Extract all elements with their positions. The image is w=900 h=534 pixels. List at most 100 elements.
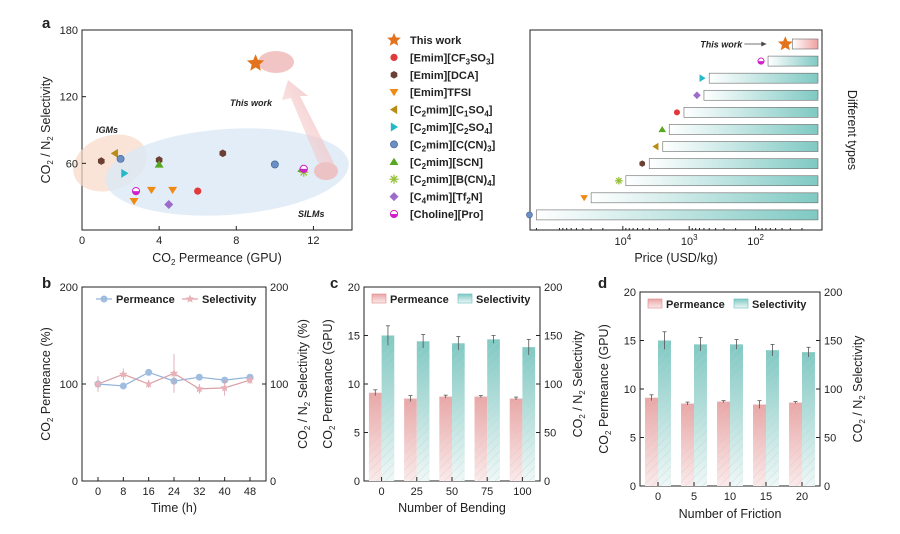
legend-permeance-label: Permeance bbox=[390, 294, 449, 306]
legend-permeance-label: Permeance bbox=[116, 294, 175, 306]
selectivity-bar-hatch bbox=[730, 344, 743, 486]
right-tick-label: 0 bbox=[270, 476, 276, 488]
bending-x-axis-title: Number of Bending bbox=[398, 501, 506, 515]
scatter-point bbox=[155, 156, 163, 164]
friction-left-axis-title: CO2 Permeance (GPU) bbox=[597, 324, 613, 453]
left-tick-label: 5 bbox=[630, 433, 636, 445]
permeance-bar-hatch bbox=[509, 398, 523, 481]
x-tick-label: 4 bbox=[156, 235, 162, 247]
x-tick-label: 10 bbox=[724, 491, 736, 503]
scatter-point bbox=[121, 168, 129, 178]
x-tick-label: 0 bbox=[379, 486, 385, 498]
selectivity-point bbox=[93, 379, 103, 388]
left-tick-label: 10 bbox=[624, 384, 636, 396]
price-marker bbox=[580, 195, 588, 202]
price-bar bbox=[590, 192, 819, 204]
price-marker bbox=[757, 57, 765, 65]
legend-permeance-swatch bbox=[371, 293, 387, 304]
scatter-point bbox=[270, 160, 279, 169]
price-x-axis-title: Price (USD/kg) bbox=[634, 251, 717, 265]
x-tick-label: 24 bbox=[168, 486, 180, 498]
price-bar bbox=[708, 72, 819, 84]
x-tick-label: 0 bbox=[79, 235, 85, 247]
permeance-bar-hatch bbox=[753, 404, 766, 486]
selectivity-bar-hatch bbox=[381, 335, 395, 481]
y-tick-label: 60 bbox=[66, 158, 78, 170]
x-tick-label: 100 bbox=[513, 486, 531, 498]
this-work-annotation: This work bbox=[230, 98, 273, 108]
selectivity-bar-hatch bbox=[487, 339, 500, 481]
scatter-point bbox=[129, 197, 139, 206]
left-tick-label: 15 bbox=[348, 331, 360, 343]
price-bar bbox=[662, 141, 819, 152]
scatter-x-axis-title: CO2 Permeance (GPU) bbox=[152, 251, 281, 267]
price-bar bbox=[792, 38, 819, 50]
legend-permeance-swatch bbox=[647, 298, 663, 309]
scatter-point bbox=[110, 148, 118, 158]
x-tick-label: 8 bbox=[120, 486, 126, 498]
legend-selectivity-label: Selectivity bbox=[476, 294, 531, 306]
scatter-point bbox=[97, 157, 105, 165]
price-marker bbox=[658, 126, 667, 133]
left-tick-label: 15 bbox=[624, 336, 636, 348]
right-tick-label: 200 bbox=[824, 287, 842, 299]
scatter-point bbox=[299, 164, 308, 173]
selectivity-bar-hatch bbox=[416, 341, 430, 481]
price-tick-label: 102 bbox=[747, 233, 764, 248]
right-tick-label: 100 bbox=[824, 384, 842, 396]
left-tick-label: 100 bbox=[60, 379, 78, 391]
legend-marker bbox=[389, 157, 399, 165]
permeance-point bbox=[145, 368, 153, 376]
panel-label-c: c bbox=[330, 275, 338, 292]
scatter-point bbox=[219, 149, 227, 158]
panel-label-d: d bbox=[598, 275, 607, 292]
igm-annotation: IGMs bbox=[96, 125, 118, 135]
left-tick-label: 0 bbox=[630, 481, 636, 493]
panel-label-a: a bbox=[42, 15, 51, 32]
x-tick-label: 8 bbox=[233, 235, 239, 247]
left-tick-label: 20 bbox=[348, 282, 360, 294]
legend-label: This work bbox=[410, 35, 462, 47]
legend-selectivity-marker bbox=[185, 294, 195, 303]
right-tick-label: 50 bbox=[544, 428, 556, 440]
legend-marker bbox=[389, 192, 399, 202]
price-marker bbox=[615, 176, 623, 185]
silm-region bbox=[105, 128, 349, 216]
permeance-bar-hatch bbox=[368, 392, 382, 481]
x-tick-label: 15 bbox=[760, 491, 772, 503]
x-tick-label: 40 bbox=[219, 486, 231, 498]
this-work-pointer-head bbox=[761, 41, 767, 47]
price-bar bbox=[668, 124, 819, 135]
legend-label: [Emim]TFSI bbox=[410, 87, 471, 99]
x-tick-label: 50 bbox=[446, 486, 458, 498]
price-marker bbox=[699, 74, 706, 82]
legend-label: [Choline][Pro] bbox=[410, 209, 484, 221]
panel-label-b: b bbox=[42, 275, 51, 292]
silm-annotation: SILMs bbox=[298, 209, 325, 219]
legend-selectivity-label: Selectivity bbox=[202, 294, 257, 306]
permeance-bar-hatch bbox=[681, 403, 694, 486]
selectivity-bar-hatch bbox=[452, 343, 465, 481]
left-tick-label: 10 bbox=[348, 379, 360, 391]
scatter-y-axis-title: CO2 / N2 Selectivity bbox=[39, 76, 55, 184]
scatter-point bbox=[164, 199, 174, 209]
legend-marker bbox=[390, 140, 398, 149]
legend-marker bbox=[390, 122, 399, 132]
permeance-bar-hatch bbox=[789, 402, 802, 486]
permeance-bar-hatch bbox=[645, 397, 658, 486]
price-marker bbox=[777, 36, 793, 51]
left-tick-label: 0 bbox=[354, 476, 360, 488]
x-tick-label: 12 bbox=[307, 235, 319, 247]
selectivity-point bbox=[119, 369, 128, 378]
legend-label: [C4mim][Tf2N] bbox=[410, 192, 483, 206]
x-tick-label: 0 bbox=[655, 491, 661, 503]
scatter-point bbox=[116, 154, 125, 163]
legend-permeance-label: Permeance bbox=[666, 299, 725, 311]
x-tick-label: 48 bbox=[244, 486, 256, 498]
x-tick-label: 5 bbox=[691, 491, 697, 503]
improvement-arrow bbox=[282, 80, 334, 163]
left-tick-label: 200 bbox=[60, 282, 78, 294]
scatter-point bbox=[131, 187, 141, 196]
selectivity-point bbox=[169, 368, 179, 377]
